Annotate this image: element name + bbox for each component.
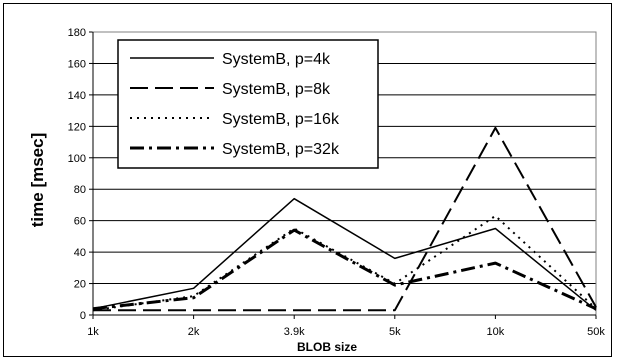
y-tick-label: 180 [68,27,86,39]
y-axis-ticks: 0 20 40 60 80 100 120 140 160 180 [68,27,93,322]
y-tick-label: 60 [74,216,86,228]
axes [92,31,597,316]
x-tick-label: 5k [389,326,401,338]
x-tick-label: 2k [188,326,200,338]
x-axis-title: BLOB size [297,340,357,354]
series-lines [92,126,597,312]
legend-label: SystemB, p=8k [222,81,331,98]
series-line [92,197,597,311]
legend-label: SystemB, p=32k [222,141,340,158]
y-tick-label: 140 [68,90,86,102]
y-tick-label: 100 [68,153,86,165]
x-tick-label: 10k [487,326,505,338]
x-tick-label: 50k [587,326,605,338]
legend-label: SystemB, p=4k [222,51,331,68]
legend-label: SystemB, p=16k [222,111,340,128]
y-tick-label: 0 [80,310,86,322]
series-line [92,228,597,311]
y-tick-label: 80 [74,184,86,196]
legend: SystemB, p=4k SystemB, p=8k SystemB, p=16k… [117,39,379,169]
chart-frame [3,3,612,357]
x-axis-ticks: 1k 2k 3.9k 5k 10k 50k [87,315,605,338]
series-line [92,214,597,312]
series-line [93,126,597,312]
y-tick-label: 120 [68,121,86,133]
y-tick-label: 20 [74,279,86,291]
y-tick-label: 160 [68,58,86,70]
y-tick-label: 40 [74,247,86,259]
x-tick-label: 1k [87,326,99,338]
y-axis-title: time [msec] [28,133,47,227]
x-tick-label: 3.9k [284,326,305,338]
